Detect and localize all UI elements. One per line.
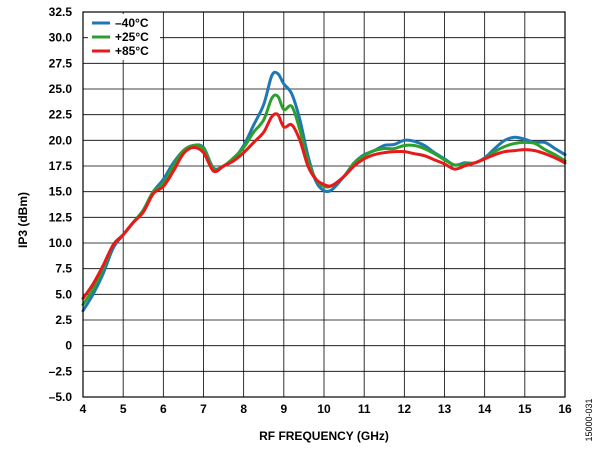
x-tick-label: 7 <box>200 402 207 416</box>
series-line-85c <box>81 112 567 300</box>
x-tick-label: 4 <box>80 402 87 416</box>
x-tick-label: 14 <box>478 402 492 416</box>
x-axis-title: RF FREQUENCY (GHz) <box>259 429 389 443</box>
y-tick-label: 17.5 <box>49 159 73 173</box>
y-tick-label: 10.0 <box>49 236 73 250</box>
x-tick-label: 16 <box>558 402 572 416</box>
y-tick-label: 5.0 <box>55 287 72 301</box>
y-tick-label: 15.0 <box>49 185 73 199</box>
x-tick-label: 11 <box>358 402 371 416</box>
x-tick-label: 10 <box>317 402 331 416</box>
y-tick-label: 7.5 <box>55 262 72 276</box>
y-tick-label: 30.0 <box>49 31 73 45</box>
y-tick-label: 32.5 <box>49 5 73 19</box>
series-group <box>81 70 567 313</box>
y-tick-label: 12.5 <box>49 210 73 224</box>
x-tick-label: 13 <box>438 402 452 416</box>
y-tick-labels: –5.0 –2.5 0 2.5 5.0 7.5 10.0 12.5 15.0 17.5 20.0 22… <box>49 5 73 404</box>
x-tick-label: 9 <box>280 402 287 416</box>
figure-id: 15000-031 <box>584 398 594 441</box>
x-tick-label: 5 <box>120 402 127 416</box>
y-tick-label: 2.5 <box>55 313 72 327</box>
legend-label: +85°C <box>115 44 149 58</box>
y-tick-label: 27.5 <box>49 56 73 70</box>
y-tick-label: 20.0 <box>49 133 73 147</box>
legend-label: +25°C <box>115 30 149 44</box>
legend-label: –40°C <box>115 16 149 30</box>
x-tick-labels: 4 5 6 7 8 9 10 11 12 13 14 15 16 <box>80 402 572 416</box>
grid <box>82 11 566 398</box>
y-tick-label: –2.5 <box>49 364 73 378</box>
x-tick-label: 6 <box>160 402 167 416</box>
y-tick-label: 22.5 <box>49 108 73 122</box>
x-tick-label: 12 <box>398 402 412 416</box>
y-axis-title: IP3 (dBm) <box>16 192 30 248</box>
legend: –40°C+25°C+85°C <box>88 14 160 60</box>
plot-frame <box>82 11 566 398</box>
y-tick-label: 0 <box>65 339 72 353</box>
x-tick-label: 8 <box>240 402 247 416</box>
y-tick-label: 25.0 <box>49 82 73 96</box>
x-tick-label: 15 <box>518 402 532 416</box>
y-tick-label: –5.0 <box>49 390 73 404</box>
